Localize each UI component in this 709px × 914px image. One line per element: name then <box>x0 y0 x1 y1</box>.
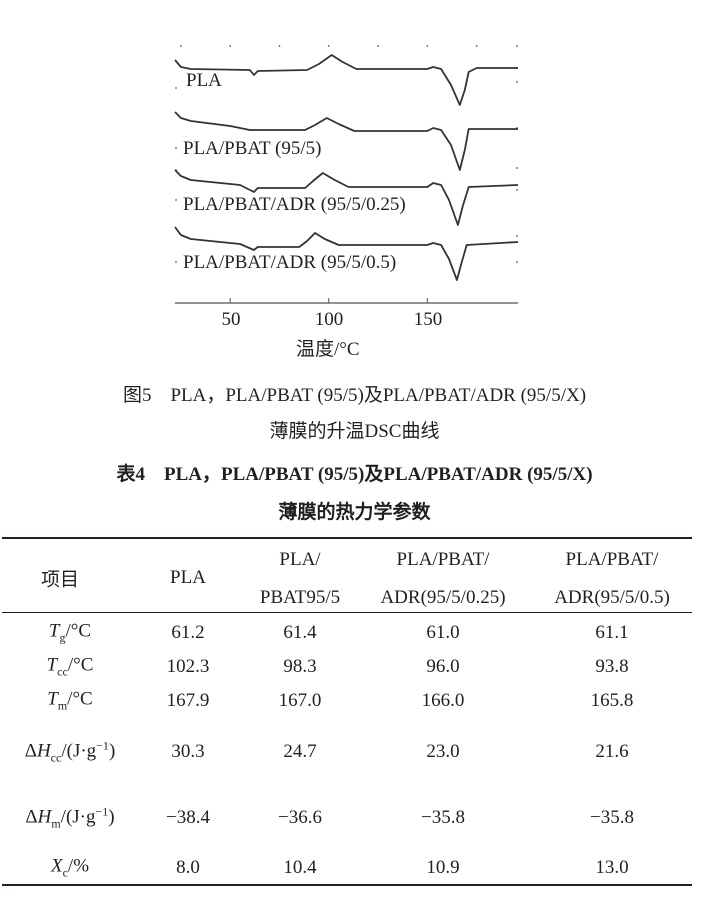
table-header-rule <box>2 612 692 613</box>
right-tick-dot <box>516 261 518 263</box>
table-cell: 13.0 <box>595 857 629 878</box>
curve-label: PLA/PBAT (95/5) <box>183 138 322 159</box>
table-cell: 10.4 <box>283 857 317 878</box>
right-tick-dot <box>516 81 518 83</box>
x-tick-label: 150 <box>413 309 443 330</box>
right-tick-dot <box>516 235 518 237</box>
table-cell: 61.0 <box>426 622 460 643</box>
dsc-curve-3 <box>174 169 519 226</box>
table-title: 表4 PLA，PLA/PBAT (95/5)及PLA/PBAT/ADR (95/… <box>116 464 593 485</box>
top-tick-dot <box>180 45 182 47</box>
dsc-chart <box>174 45 519 304</box>
top-tick-dot <box>229 45 232 47</box>
dsc-curve-1 <box>174 54 518 106</box>
table-cell: −38.4 <box>166 807 210 828</box>
column-header: PLA/PBAT/ <box>396 549 490 570</box>
dsc-curve-2 <box>174 111 518 171</box>
table-cell: −36.6 <box>278 807 322 828</box>
figure-caption: 图5 PLA，PLA/PBAT (95/5)及PLA/PBAT/ADR (95/… <box>122 385 587 406</box>
table-cell: 21.6 <box>595 741 629 762</box>
table-top-rule <box>2 537 692 539</box>
dsc-curve-4 <box>174 226 519 281</box>
table-cell: 167.0 <box>278 690 322 711</box>
right-tick-dot <box>516 189 518 191</box>
left-tick-dot <box>175 87 177 89</box>
row-label: ΔHm/(J·g−1) <box>25 804 115 831</box>
x-tick-label: 50 <box>221 309 241 330</box>
table-cell: 61.4 <box>283 622 317 643</box>
right-tick-dot <box>516 45 518 47</box>
right-tick-dot <box>516 167 518 169</box>
table-cell: −35.8 <box>421 807 465 828</box>
top-tick-dot <box>475 45 478 47</box>
column-header: PLA <box>170 567 206 588</box>
table-cell: 10.9 <box>426 857 460 878</box>
table-cell: 96.0 <box>426 656 460 677</box>
table-cell: 61.2 <box>171 622 205 643</box>
table-cell: 98.3 <box>283 656 317 677</box>
table-cell: 165.8 <box>590 690 634 711</box>
row-label: Tcc/°C <box>46 654 94 679</box>
table-cell: 30.3 <box>171 741 205 762</box>
table-cell: 102.3 <box>166 656 210 677</box>
top-tick-dot <box>377 45 379 47</box>
top-tick-dot <box>426 45 429 47</box>
left-tick-dot <box>175 199 177 201</box>
left-tick-dot <box>175 147 177 149</box>
table-cell: 166.0 <box>421 690 465 711</box>
table-cell: −35.8 <box>590 807 634 828</box>
table-cell: 8.0 <box>176 857 200 878</box>
top-tick-dot <box>278 45 281 47</box>
table-cell: 24.7 <box>283 741 317 762</box>
row-label: Xc/% <box>50 855 90 880</box>
table-cell: 93.8 <box>595 656 629 677</box>
figure-caption-line2: 薄膜的升温DSC曲线 <box>269 421 440 442</box>
column-header: PLA/PBAT/ <box>565 549 659 570</box>
column-header: PLA/ <box>279 549 321 570</box>
table-cell: 61.1 <box>595 622 629 643</box>
curve-label: PLA/PBAT/ADR (95/5/0.25) <box>183 194 406 215</box>
table-cell: 167.9 <box>166 690 210 711</box>
column-header: ADR(95/5/0.25) <box>380 587 506 608</box>
x-tick-label: 100 <box>314 309 344 330</box>
left-tick-dot <box>175 261 177 263</box>
table-title-line2: 薄膜的热力学参数 <box>278 502 431 523</box>
row-label: Tg/°C <box>48 620 92 645</box>
top-tick-dot <box>327 45 330 47</box>
column-header: 项目 <box>40 569 80 591</box>
row-label: ΔHcc/(J·g−1) <box>24 738 116 765</box>
curve-label: PLA/PBAT/ADR (95/5/0.5) <box>183 252 397 273</box>
row-label: Tm/°C <box>47 688 93 713</box>
x-axis-label: 温度/°C <box>296 339 360 360</box>
curve-label: PLA <box>186 70 222 91</box>
table-bottom-rule <box>2 884 692 886</box>
table-cell: 23.0 <box>426 741 460 762</box>
column-header: ADR(95/5/0.5) <box>554 587 670 608</box>
column-header: PBAT95/5 <box>259 587 341 608</box>
